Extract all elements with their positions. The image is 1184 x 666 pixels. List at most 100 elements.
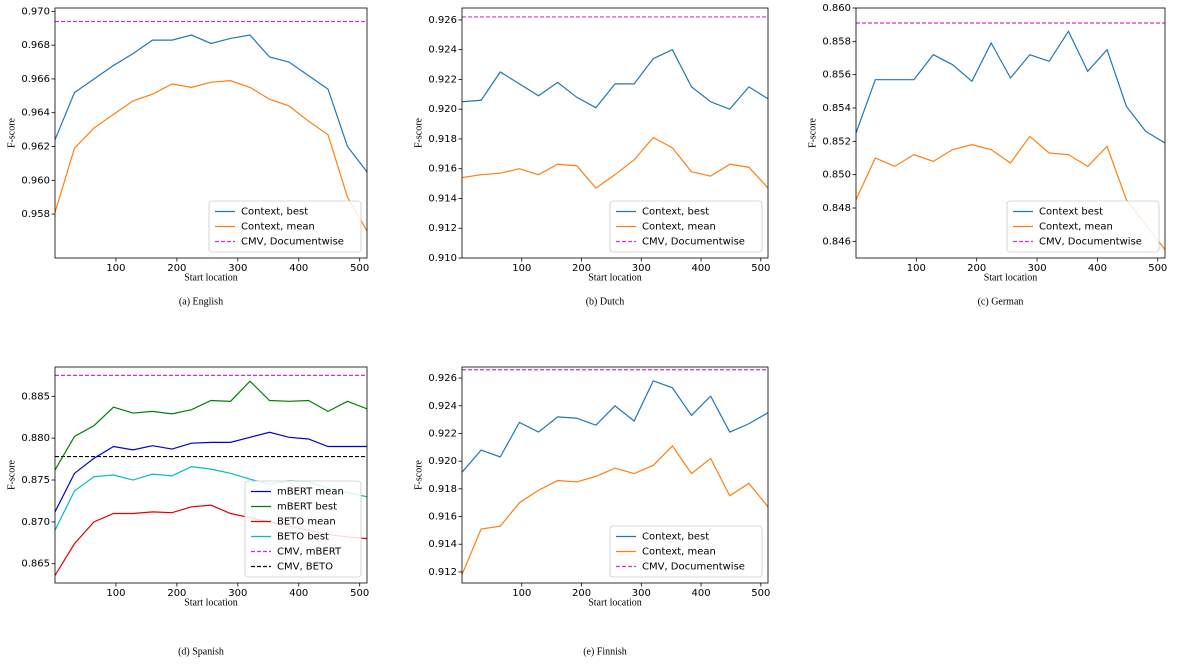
plot-frame <box>54 366 368 584</box>
series-line <box>55 80 367 232</box>
legend-label: mBERT best <box>277 502 337 513</box>
x-tick-label: 300 <box>632 263 651 274</box>
x-tick-label: 400 <box>692 588 711 599</box>
legend-box <box>208 200 362 253</box>
y-axis-label: F-score <box>413 117 424 148</box>
y-tick-label: 0.870 <box>21 517 50 528</box>
plot-frame <box>855 7 1166 259</box>
legend-box <box>1006 200 1160 253</box>
x-tick-label: 200 <box>572 263 591 274</box>
series-line <box>856 30 1165 144</box>
legend-label: Context, best <box>241 207 308 218</box>
legend-label: CMV, mBERT <box>277 547 342 558</box>
y-tick-label: 0.880 <box>21 433 50 444</box>
x-tick-label: 200 <box>167 588 186 599</box>
y-tick-label: 0.914 <box>428 193 457 204</box>
legend-label: CMV, Documentwise <box>1039 237 1142 248</box>
plot-frame <box>54 7 368 259</box>
y-tick-label: 0.924 <box>428 45 457 56</box>
plot <box>462 16 768 189</box>
y-tick-label: 0.916 <box>428 512 457 523</box>
y-tick-label: 0.918 <box>428 134 457 145</box>
caption: (e) Finnish <box>583 646 627 657</box>
y-tick-label: 0.875 <box>21 475 50 486</box>
y-tick-label: 0.848 <box>822 203 851 214</box>
series-line <box>462 444 768 575</box>
x-tick-label: 400 <box>692 263 711 274</box>
x-tick-label: 100 <box>106 588 125 599</box>
y-tick-label: 0.852 <box>822 136 851 147</box>
y-tick-label: 0.958 <box>21 209 50 220</box>
legend-label: BETO best <box>277 532 329 543</box>
x-tick-label: 100 <box>106 263 125 274</box>
x-tick-label: 200 <box>967 263 986 274</box>
x-axis-label: Start location <box>588 272 642 283</box>
x-tick-label: 400 <box>289 263 308 274</box>
y-tick-label: 0.854 <box>822 103 851 114</box>
y-tick-label: 0.968 <box>21 40 50 51</box>
x-tick-label: 100 <box>907 263 926 274</box>
y-tick-label: 0.850 <box>822 170 851 181</box>
y-axis-label: F-score <box>6 459 17 490</box>
y-tick-label: 0.865 <box>21 559 50 570</box>
legend-label: CMV, Documentwise <box>642 562 745 573</box>
x-axis-label: Start location <box>588 597 642 608</box>
caption: (a) English <box>179 296 223 307</box>
series-line <box>462 380 768 473</box>
plot-frame <box>461 7 769 259</box>
legend-box <box>244 480 362 578</box>
x-tick-label: 300 <box>228 588 247 599</box>
legend-label: Context, best <box>642 532 709 543</box>
caption: (d) Spanish <box>178 646 224 657</box>
legend-label: CMV, BETO <box>277 562 333 573</box>
x-tick-label: 500 <box>751 263 770 274</box>
series-line <box>55 431 367 513</box>
legend-label: Context, mean <box>1039 222 1113 233</box>
series-line <box>55 380 367 471</box>
y-axis-label: F-score <box>6 117 17 148</box>
legend-label: Context, mean <box>642 222 716 233</box>
y-tick-label: 0.926 <box>428 15 457 26</box>
legend-box <box>609 525 763 578</box>
x-tick-label: 400 <box>289 588 308 599</box>
x-tick-label: 500 <box>1148 263 1167 274</box>
x-tick-label: 400 <box>1088 263 1107 274</box>
legend-label: CMV, Documentwise <box>241 237 344 248</box>
series-line <box>856 135 1165 251</box>
x-axis-label: Start location <box>184 597 238 608</box>
y-tick-label: 0.962 <box>21 142 50 153</box>
y-tick-label: 0.916 <box>428 164 457 175</box>
y-tick-label: 0.966 <box>21 74 50 85</box>
legend-label: Context, best <box>642 207 709 218</box>
y-tick-label: 0.964 <box>21 108 50 119</box>
y-tick-label: 0.924 <box>428 401 457 412</box>
y-tick-label: 0.920 <box>428 104 457 115</box>
y-axis-label: F-score <box>807 117 818 148</box>
x-tick-label: 300 <box>228 263 247 274</box>
y-axis-label: F-score <box>413 459 424 490</box>
plot-frame <box>461 366 769 584</box>
x-tick-label: 500 <box>350 588 369 599</box>
plot <box>462 369 768 575</box>
y-tick-label: 0.960 <box>21 175 50 186</box>
series-line <box>462 136 768 189</box>
y-tick-label: 0.918 <box>428 484 457 495</box>
y-tick-label: 0.912 <box>428 567 457 578</box>
legend-label: BETO mean <box>277 517 336 528</box>
series-line <box>462 48 768 110</box>
y-tick-label: 0.860 <box>822 3 851 14</box>
x-tick-label: 300 <box>632 588 651 599</box>
plot <box>55 20 367 232</box>
y-tick-label: 0.910 <box>428 253 457 264</box>
x-axis-label: Start location <box>984 272 1038 283</box>
legend-label: mBERT mean <box>277 487 344 498</box>
y-tick-label: 0.926 <box>428 373 457 384</box>
y-tick-label: 0.970 <box>21 6 50 17</box>
legend-label: Context, mean <box>241 222 315 233</box>
y-tick-label: 0.920 <box>428 456 457 467</box>
x-tick-label: 100 <box>512 588 531 599</box>
plot <box>856 22 1165 251</box>
legend-label: CMV, Documentwise <box>642 237 745 248</box>
y-tick-label: 0.856 <box>822 70 851 81</box>
legend-box <box>609 200 763 253</box>
